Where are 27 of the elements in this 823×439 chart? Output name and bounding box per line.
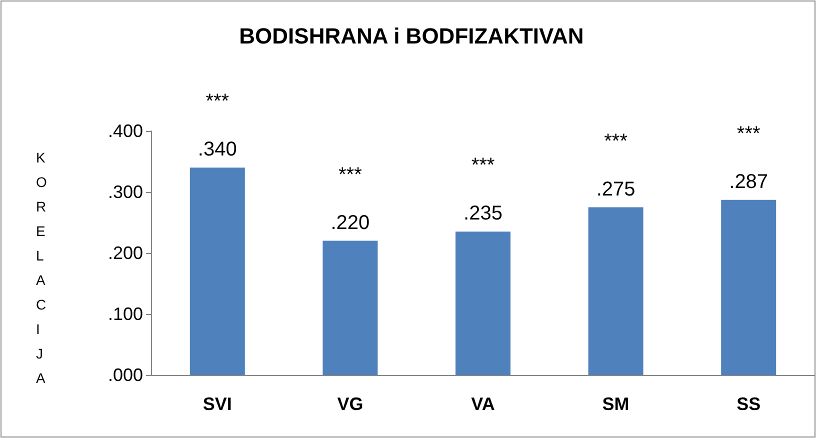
y-tick-label: .300: [108, 182, 143, 202]
bar: [456, 232, 510, 375]
data-label: .235: [464, 202, 502, 225]
data-label: .275: [596, 178, 636, 200]
x-tick-label: VA: [471, 394, 495, 414]
x-tick-label: VG: [337, 394, 364, 414]
annotation: ***: [736, 122, 760, 145]
y-tick-label: .100: [108, 304, 143, 324]
data-label: .287: [729, 170, 768, 193]
bar: [322, 240, 378, 375]
annotation: ***: [471, 154, 495, 177]
data-label: .340: [198, 138, 237, 161]
y-tick-label: .400: [108, 121, 143, 141]
chart-title: BODISHRANA i BODFIZAKTIVAN: [239, 24, 584, 48]
x-tick-label: SS: [736, 394, 761, 414]
data-label: .220: [330, 212, 370, 234]
bar: [721, 200, 776, 375]
y-tick-label: .200: [108, 243, 143, 263]
x-tick-label: SVI: [202, 394, 232, 414]
text: KORELACIJA: [36, 149, 47, 386]
x-tick-label: SM: [602, 394, 630, 414]
annotation: ***: [338, 164, 362, 186]
bar: [190, 168, 245, 375]
text: ***: [206, 90, 230, 113]
annotation: ***: [604, 130, 628, 152]
y-tick-label: .000: [108, 365, 143, 385]
bar: [588, 207, 644, 375]
